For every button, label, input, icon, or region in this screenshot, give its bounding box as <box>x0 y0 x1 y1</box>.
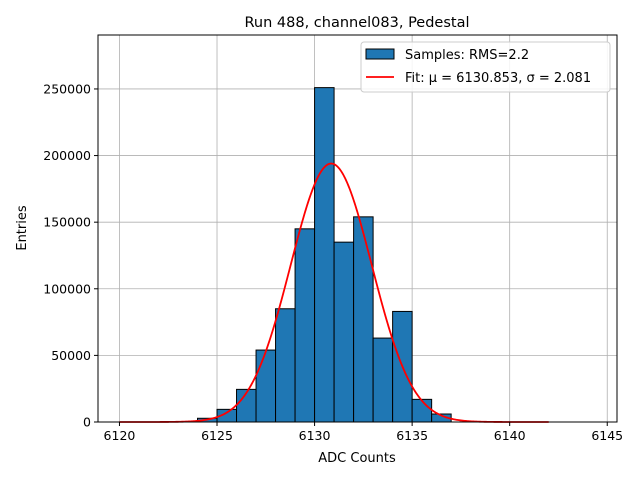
histogram-bar <box>255 349 277 423</box>
x-tick-label: 6130 <box>299 428 331 443</box>
x-tick-label: 6125 <box>201 428 233 443</box>
histogram-bar <box>353 216 374 423</box>
chart-title: Run 488, channel083, Pedestal <box>244 15 469 31</box>
plot-frame <box>97 34 618 423</box>
histogram-bar <box>333 241 355 423</box>
legend-samples-swatch <box>365 48 395 60</box>
x-tick-label: 6135 <box>396 428 428 443</box>
y-tick-label: 150000 <box>43 215 91 230</box>
y-tick-label: 50000 <box>51 348 91 363</box>
x-tick-label: 6120 <box>104 428 136 443</box>
x-tick-label: 6145 <box>591 428 623 443</box>
y-tick-label: 200000 <box>43 148 91 163</box>
histogram-bar <box>314 87 335 423</box>
histogram-bar <box>294 228 316 423</box>
legend-fit-label: Fit: μ = 6130.853, σ = 2.081 <box>405 71 591 86</box>
y-tick-label: 100000 <box>43 281 91 296</box>
histogram-bar <box>275 308 296 423</box>
y-tick-label: 0 <box>83 415 91 430</box>
x-tick-label: 6140 <box>494 428 526 443</box>
y-tick-label: 250000 <box>43 81 91 96</box>
histogram-bar <box>411 398 433 423</box>
histogram-bar <box>372 337 394 423</box>
legend-samples-label: Samples: RMS=2.2 <box>405 48 529 63</box>
legend: Samples: RMS=2.2 Fit: μ = 6130.853, σ = … <box>360 41 611 93</box>
y-axis-label: Entries <box>15 205 30 251</box>
x-axis-label: ADC Counts <box>318 451 396 466</box>
